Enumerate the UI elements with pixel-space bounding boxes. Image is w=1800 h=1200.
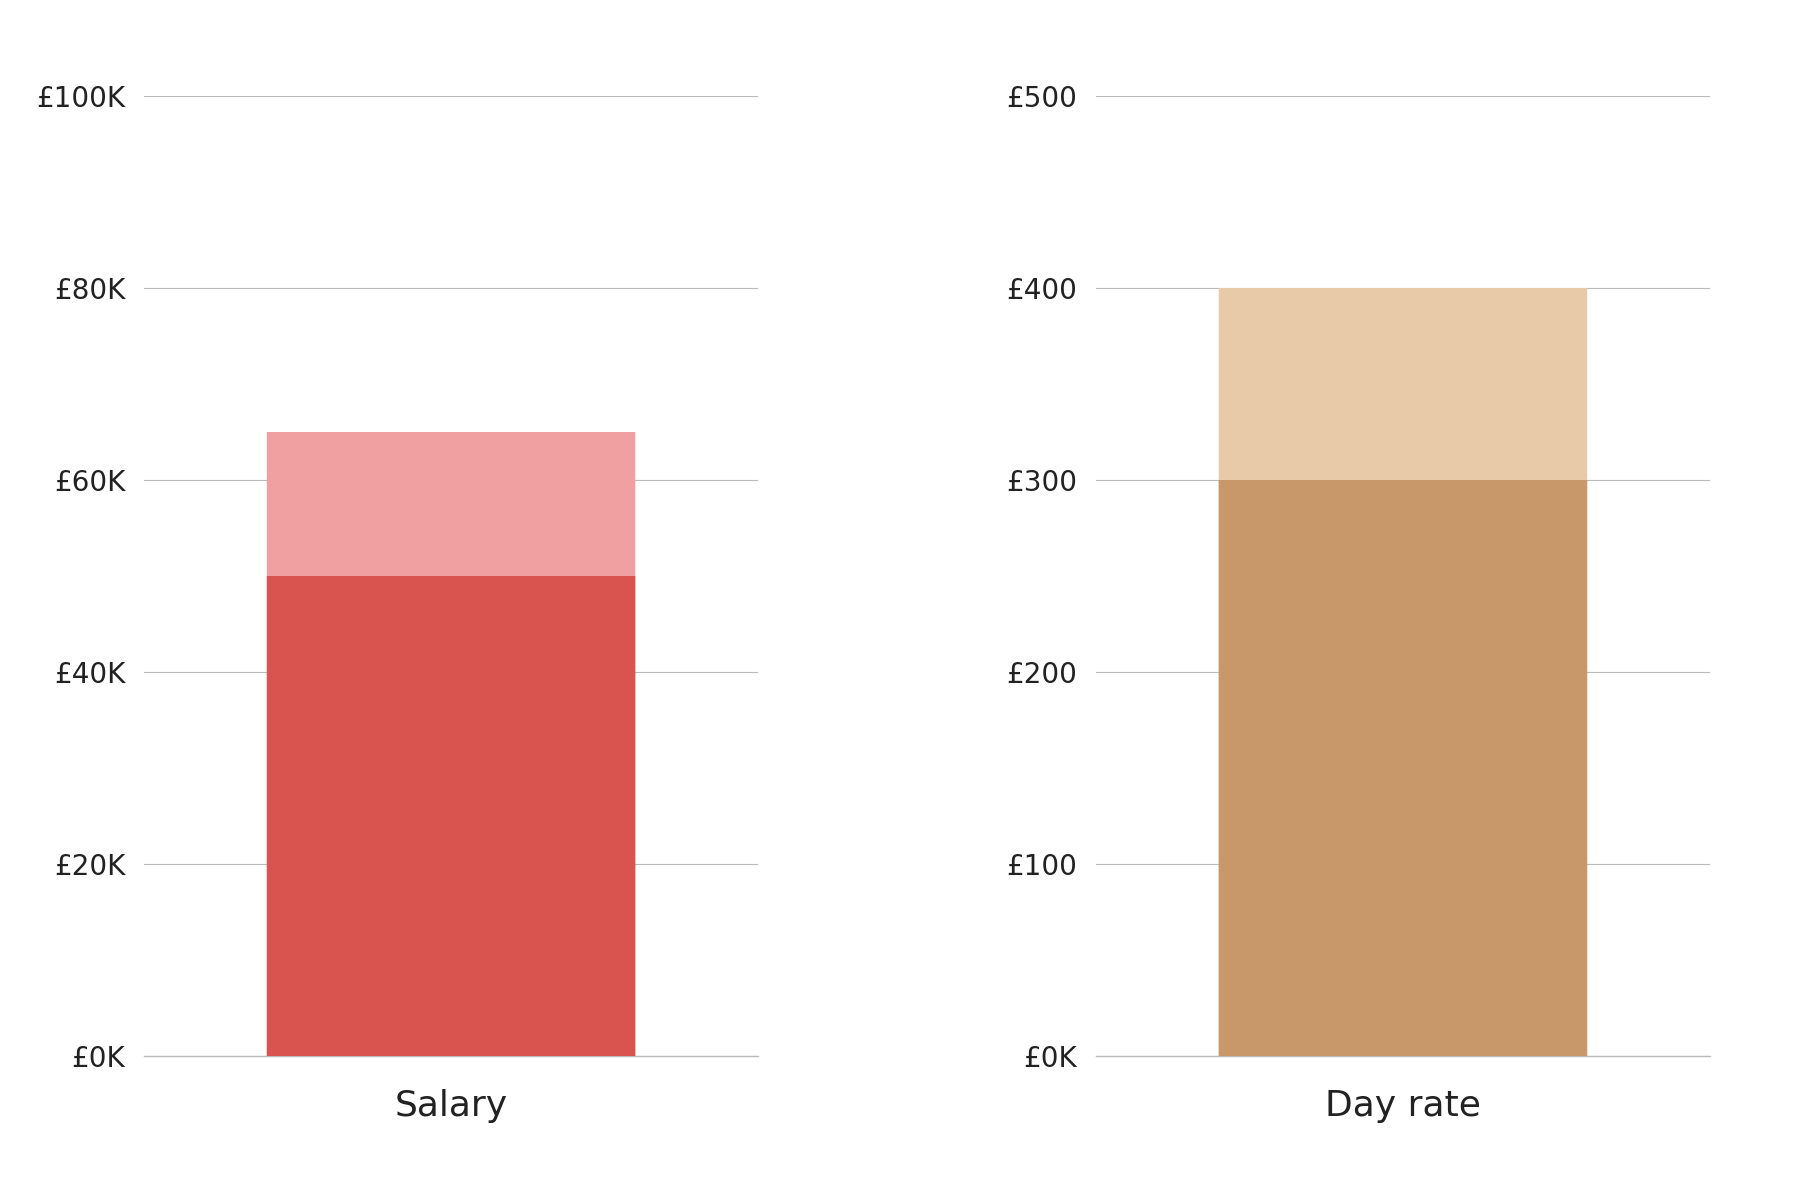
PathPatch shape: [1219, 480, 1588, 1056]
PathPatch shape: [266, 432, 635, 1056]
PathPatch shape: [266, 576, 635, 1056]
X-axis label: Salary: Salary: [394, 1090, 508, 1123]
PathPatch shape: [1219, 288, 1588, 1056]
X-axis label: Day rate: Day rate: [1325, 1090, 1481, 1123]
